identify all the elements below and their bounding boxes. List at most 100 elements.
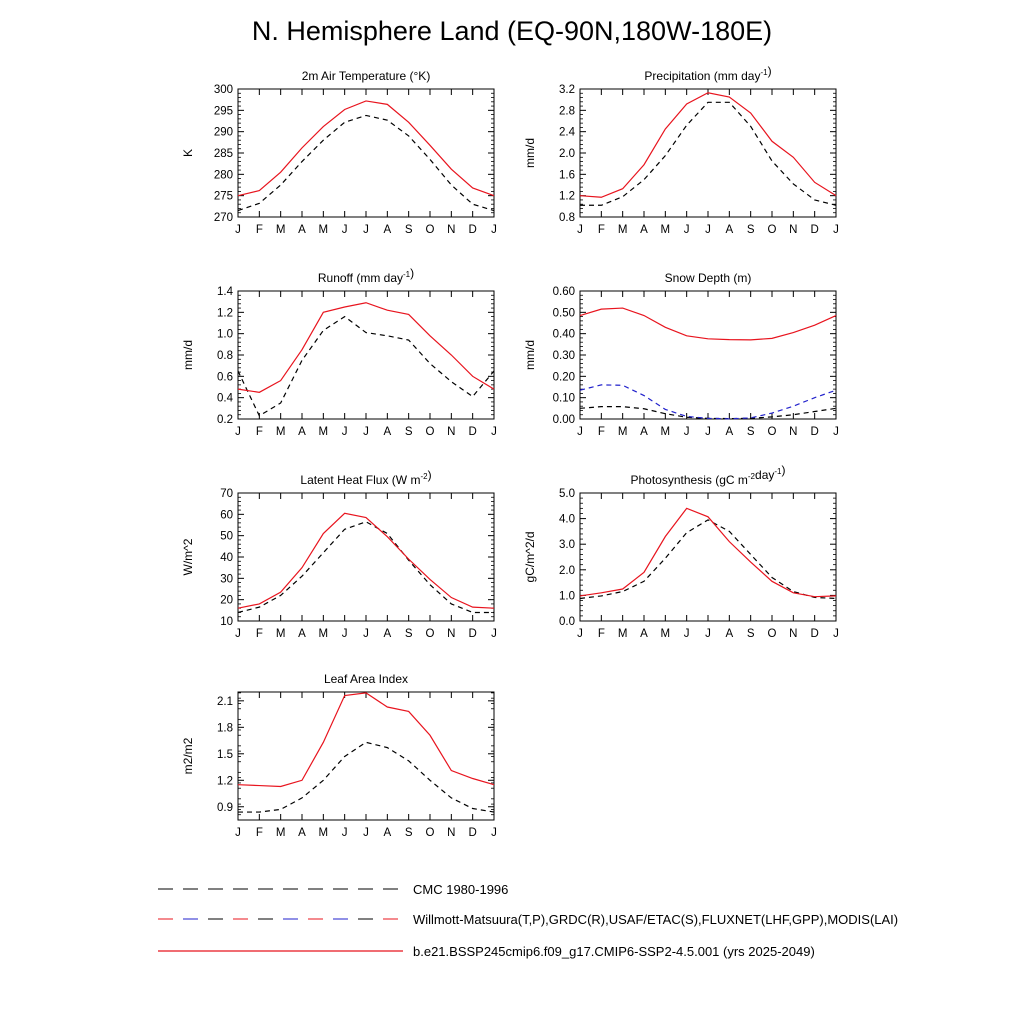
panel-title: Snow Depth (m) <box>665 271 752 285</box>
x-tick-label: J <box>363 426 369 438</box>
chart-panel: Latent Heat Flux (W m-2)J F M A M J J A S O N D J102… <box>181 468 497 640</box>
x-tick-label: O <box>768 224 777 236</box>
title-unit-sup: -1 <box>403 270 411 279</box>
chart-panel: Snow Depth (m)J F M A M J J A S O N D J0.000.100.200… <box>523 271 839 438</box>
series-line-obs2 <box>579 384 837 420</box>
x-tick-label: N <box>447 224 455 236</box>
x-tick-label: M <box>319 224 329 236</box>
x-tick-label: A <box>383 827 391 839</box>
title-unit: ) <box>782 463 786 477</box>
y-tick-label: 1.0 <box>217 329 233 341</box>
panel-title: Latent Heat Flux (W m-2) <box>300 468 431 487</box>
x-tick-label: D <box>469 628 477 640</box>
x-tick-label: J <box>577 426 583 438</box>
title-unit: (W m <box>392 473 421 487</box>
plot-frame <box>237 290 495 420</box>
y-axis-label: gC/m^2/d <box>523 532 537 583</box>
panel-title: Leaf Area Index <box>324 672 408 686</box>
series-line-model <box>579 92 837 198</box>
y-tick-label: 1.0 <box>559 590 575 602</box>
y-tick-label: 0.4 <box>217 393 234 405</box>
x-tick-label: D <box>811 224 819 236</box>
x-tick-label: J <box>491 224 497 236</box>
title-unit-sup: -1 <box>774 467 782 476</box>
x-tick-label: J <box>342 426 348 438</box>
y-tick-label: 1.2 <box>217 307 233 319</box>
y-tick-label: 3.0 <box>559 539 575 551</box>
x-tick-label: M <box>319 827 329 839</box>
y-tick-label: 1.4 <box>217 286 234 298</box>
y-axis-label: mm/d <box>181 340 195 370</box>
y-tick-label: 0.50 <box>553 307 575 319</box>
x-tick-label: J <box>235 628 241 640</box>
y-tick-label: 0.0 <box>559 616 575 628</box>
panel-title: 2m Air Temperature (°K) <box>302 69 431 83</box>
x-tick-label: J <box>705 426 711 438</box>
y-tick-label: 270 <box>214 212 233 224</box>
x-tick-label: M <box>276 628 286 640</box>
title-unit-sup: -1 <box>760 68 768 77</box>
y-axis-label: K <box>181 149 195 157</box>
panel-title-text: Photosynthesis <box>631 473 716 487</box>
y-tick-label: 2.0 <box>559 148 575 160</box>
y-axis-label: mm/d <box>523 340 537 370</box>
y-tick-label: 0.2 <box>217 414 233 426</box>
x-tick-label: J <box>491 426 497 438</box>
y-tick-label: 280 <box>214 169 233 181</box>
x-tick-label: O <box>426 827 435 839</box>
y-tick-label: 2.0 <box>559 565 575 577</box>
x-tick-label: J <box>833 628 839 640</box>
panel-title-text: Runoff <box>318 271 356 285</box>
x-tick-label: J <box>363 628 369 640</box>
x-tick-label: A <box>298 224 306 236</box>
series-line-model <box>579 507 837 598</box>
x-tick-label: N <box>447 827 455 839</box>
x-tick-label: J <box>363 827 369 839</box>
x-tick-label: S <box>747 426 755 438</box>
panel-title: Runoff (mm day-1) <box>318 266 414 285</box>
plot-frame <box>237 492 495 622</box>
chart-panel: Photosynthesis (gC m-2day-1)J F M A M J J A S O N D… <box>523 463 839 640</box>
series-line-obs <box>237 315 495 417</box>
x-tick-label: A <box>298 628 306 640</box>
x-tick-label: J <box>235 426 241 438</box>
series-line-obs <box>237 521 494 614</box>
x-tick-label: M <box>319 426 329 438</box>
y-tick-label: 50 <box>220 531 233 543</box>
panel-title-text: 2m Air Temperature <box>302 69 410 83</box>
series-line-obs <box>579 519 837 600</box>
y-tick-label: 2.8 <box>559 105 575 117</box>
title-unit: (mm day <box>356 271 403 285</box>
y-tick-label: 1.6 <box>559 169 575 181</box>
x-tick-label: S <box>405 827 413 839</box>
x-tick-label: S <box>405 628 413 640</box>
panels-layer: 2m Air Temperature (°K)J F M A M J J A S O N D J2702… <box>181 64 839 839</box>
title-unit: ) <box>428 468 432 482</box>
x-tick-label: M <box>276 224 286 236</box>
x-tick-label: N <box>447 628 455 640</box>
x-tick-label: J <box>363 224 369 236</box>
x-tick-label: O <box>768 426 777 438</box>
panel-title-text: Precipitation <box>644 69 713 83</box>
x-tick-label: N <box>789 426 797 438</box>
x-tick-label: M <box>661 628 671 640</box>
x-tick-label: O <box>426 628 435 640</box>
x-tick-label: N <box>789 628 797 640</box>
y-tick-label: 0.00 <box>553 414 575 426</box>
x-tick-label: J <box>684 224 690 236</box>
y-tick-label: 10 <box>220 616 233 628</box>
x-tick-label: S <box>747 224 755 236</box>
x-tick-label: D <box>469 426 477 438</box>
x-tick-label: M <box>618 426 628 438</box>
series-line-model <box>579 307 837 341</box>
x-tick-label: A <box>640 628 648 640</box>
legend-entry: CMC 1980-1996 <box>158 882 508 897</box>
series-line-obs <box>238 741 495 813</box>
y-tick-label: 1.5 <box>217 749 233 761</box>
x-tick-label: J <box>833 224 839 236</box>
plot-frame <box>579 492 837 622</box>
y-tick-label: 0.6 <box>217 371 233 383</box>
y-tick-label: 0.40 <box>553 329 575 341</box>
x-tick-label: N <box>447 426 455 438</box>
